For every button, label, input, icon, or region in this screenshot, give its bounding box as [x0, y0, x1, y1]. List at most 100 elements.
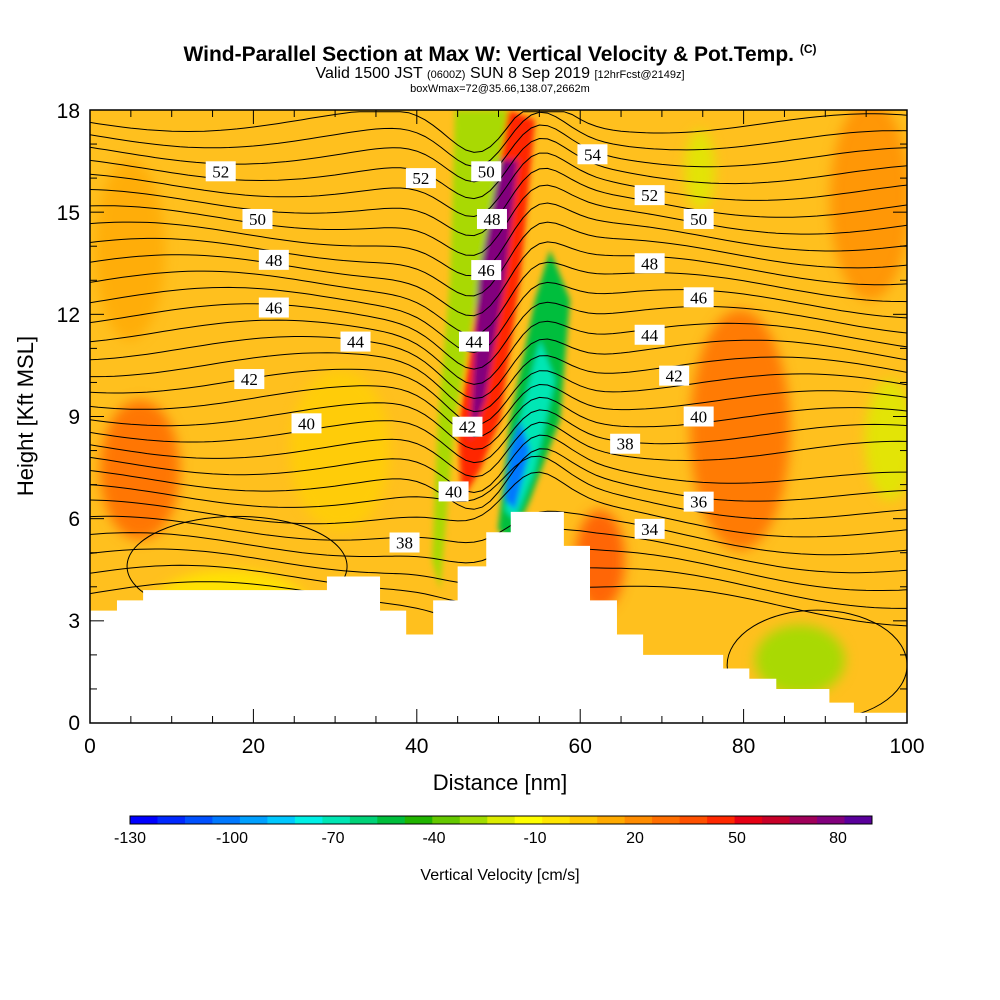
contour-label-text: 48 [265, 251, 282, 270]
contour-label-text: 50 [690, 210, 707, 229]
colorbar-tick-label: 50 [728, 830, 746, 847]
contour-label-text: 44 [465, 333, 483, 352]
contour-label: 48 [258, 249, 289, 270]
contour-label-text: 42 [241, 370, 258, 389]
title-block: Wind-Parallel Section at Max W: Vertical… [0, 38, 1000, 95]
y-tick-label: 18 [57, 100, 80, 123]
y-tick-label: 12 [57, 304, 80, 327]
contour-label: 46 [471, 260, 502, 281]
y-tick-label: 0 [68, 712, 80, 735]
colorbar-frame [129, 815, 873, 825]
contour-label-text: 52 [641, 186, 658, 205]
velocity-field-patches [95, 110, 907, 695]
copyright-mark: (C) [799, 42, 817, 56]
contour-label: 38 [610, 433, 641, 454]
contour-label: 44 [634, 324, 665, 345]
colorbar-swatch [404, 816, 433, 824]
contour-label: 42 [659, 365, 690, 386]
contour-label-text: 42 [459, 418, 476, 437]
contour-line [90, 409, 907, 464]
contour-label-text: 50 [249, 210, 266, 229]
contour-line [90, 455, 907, 520]
colorbar-swatch [652, 816, 681, 824]
x-axis-title: Distance [nm] [433, 770, 568, 795]
valid-time: Valid 1500 JST [315, 65, 423, 82]
contour-line [90, 434, 907, 494]
updraft-patch [830, 110, 907, 300]
x-tick-label: 0 [84, 735, 96, 758]
contour-label-text: 48 [641, 254, 658, 273]
contour-line [90, 421, 907, 478]
colorbar-swatch [624, 816, 653, 824]
contour-label-text: 44 [347, 333, 365, 352]
contour-label-text: 46 [478, 261, 495, 280]
contour-label: 36 [683, 491, 714, 512]
y-tick-label: 6 [68, 508, 80, 531]
downdraft-patch [755, 625, 845, 695]
contour-line [90, 111, 907, 168]
colorbar-swatch [514, 816, 543, 824]
contour-label-box [258, 249, 289, 270]
colorbar-swatch [817, 816, 845, 824]
contour-label-box [438, 481, 469, 502]
contour-label-text: 44 [641, 326, 659, 345]
contour-label: 44 [458, 331, 489, 352]
chart-title-main: Wind-Parallel Section at Max W: Vertical… [183, 43, 794, 66]
contour-label-box [659, 365, 690, 386]
downdraft-patch [290, 370, 390, 530]
contour-label-text: 38 [396, 534, 413, 553]
colorbar-tick-label: 80 [829, 830, 847, 847]
updraft-patch [100, 400, 180, 540]
contour-line [90, 383, 907, 438]
contour-label-box [458, 331, 489, 352]
contour-line [90, 184, 907, 256]
colorbar-tick-label: 20 [626, 830, 644, 847]
colorbar-tick-label: -10 [523, 830, 546, 847]
contour-label-text: 50 [478, 162, 495, 181]
contour-line [90, 336, 907, 400]
y-tick-label: 15 [57, 202, 80, 225]
contour-line [90, 152, 907, 218]
contour-label-box [577, 144, 608, 165]
contour-label-box [634, 518, 665, 539]
colorbar-swatch [349, 816, 378, 824]
contour-line [90, 241, 907, 317]
colorbar-tick-label: -70 [321, 830, 344, 847]
contour-label: 40 [683, 406, 714, 427]
chart-title: Wind-Parallel Section at Max W: Vertical… [0, 38, 1000, 66]
contour-label: 40 [291, 413, 322, 434]
contour-label-text: 40 [690, 408, 707, 427]
contour-label-box [234, 369, 265, 390]
colorbar-swatch [762, 816, 791, 824]
updraft-patch [95, 160, 165, 340]
colorbar-swatch [294, 816, 323, 824]
contour-label-box [634, 324, 665, 345]
x-tick-label: 100 [889, 735, 924, 758]
valid-utc: (0600Z) [426, 69, 466, 81]
contour-line [90, 202, 907, 277]
colorbar-swatch [322, 816, 351, 824]
colorbar-swatch [597, 816, 626, 824]
colorbar-swatch [679, 816, 708, 824]
contour-line [90, 281, 907, 354]
contour-label-box [471, 161, 502, 182]
contour-label: 42 [452, 416, 483, 437]
contour-label-box [683, 491, 714, 512]
x-tick-label: 20 [242, 735, 265, 758]
valid-time-line: Valid 1500 JST (0600Z) SUN 8 Sep 2019 [1… [0, 66, 1000, 83]
contour-line [90, 301, 907, 370]
contour-label: 50 [683, 208, 714, 229]
contour-label-box [634, 253, 665, 274]
contour-line [90, 261, 907, 336]
contour-label-box [683, 287, 714, 308]
colorbar-swatch [789, 816, 818, 824]
contour-line [90, 111, 907, 153]
contour-label-text: 54 [584, 145, 602, 164]
contour-label-box [471, 260, 502, 281]
contour-label: 38 [389, 532, 420, 553]
colorbar-swatch [432, 816, 461, 824]
contour-label-text: 46 [265, 299, 282, 318]
y-axis-title: Height [Kft MSL] [13, 336, 38, 496]
contour-label-box [452, 416, 483, 437]
colorbar-swatch [212, 816, 241, 824]
